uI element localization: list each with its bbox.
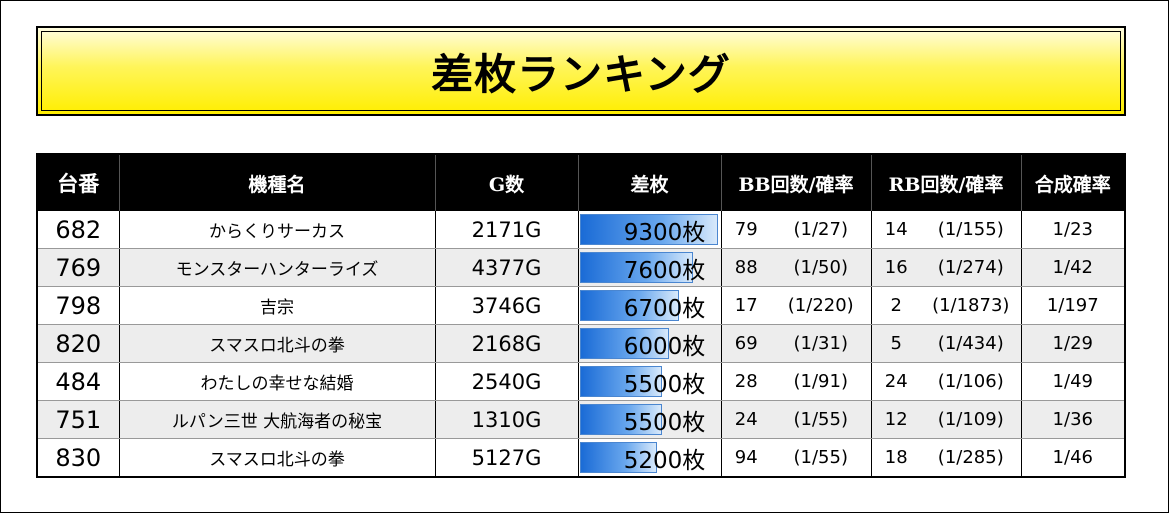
header-bb: BB回数/確率 [720, 154, 871, 211]
game-count: 2171G [435, 211, 579, 249]
rb-count: 14 [871, 211, 921, 249]
page-title: 差枚ランキング [431, 49, 731, 99]
machine-name: わたしの幸せな結婚 [119, 362, 436, 401]
diff-value: 6700枚 [623, 295, 706, 322]
machine-name: モンスターハンターライズ [119, 248, 436, 287]
header-name: 機種名 [118, 154, 435, 211]
machine-number: 751 [37, 400, 120, 439]
diff-value: 7600枚 [623, 257, 706, 284]
diff-cell: 5200枚 [578, 438, 722, 478]
combined-probability: 1/36 [1021, 400, 1126, 439]
rb-count: 2 [871, 286, 921, 325]
bb-probability: (1/220) [771, 286, 872, 325]
diff-value: 5500枚 [623, 371, 706, 398]
rb-probability: (1/155) [921, 211, 1022, 249]
diff-bar [579, 252, 693, 283]
combined-probability: 1/29 [1021, 324, 1126, 363]
header-total: 合成確率 [1020, 154, 1126, 211]
combined-probability: 1/23 [1021, 211, 1126, 249]
header-row: 台番 機種名 G数 差枚 BB回数/確率 RB回数/確率 合成確率 [37, 154, 1126, 211]
header-rb: RB回数/確率 [870, 154, 1022, 211]
rb-count: 24 [871, 362, 921, 401]
game-count: 2168G [435, 324, 579, 363]
diff-bar [579, 404, 662, 435]
rb-probability: (1/434) [921, 324, 1022, 363]
machine-number: 798 [37, 286, 120, 325]
rb-count: 5 [871, 324, 921, 363]
bb-probability: (1/91) [771, 362, 872, 401]
bb-count: 94 [721, 438, 771, 478]
diff-value: 6000枚 [623, 333, 706, 360]
bb-count: 17 [721, 286, 771, 325]
bb-probability: (1/55) [771, 438, 872, 478]
bb-count: 79 [721, 211, 771, 249]
bb-probability: (1/31) [771, 324, 872, 363]
rb-count: 16 [871, 248, 921, 287]
bb-count: 24 [721, 400, 771, 439]
ranking-table: 台番 機種名 G数 差枚 BB回数/確率 RB回数/確率 合成確率 682 から… [36, 153, 1127, 478]
diff-cell: 7600枚 [578, 248, 722, 287]
title-inner-border [41, 31, 1121, 111]
machine-name: スマスロ北斗の拳 [119, 324, 436, 363]
header-id: 台番 [37, 154, 119, 211]
rb-probability: (1/106) [921, 362, 1022, 401]
diff-bar [579, 214, 718, 245]
game-count: 5127G [435, 438, 579, 478]
header-diff: 差枚 [577, 154, 721, 211]
machine-number: 484 [37, 362, 120, 401]
machine-number: 769 [37, 248, 120, 287]
diff-bar [579, 442, 657, 473]
header-games: G数 [434, 154, 578, 211]
title-banner: 差枚ランキング [36, 26, 1126, 116]
table-row: 682 からくりサーカス 2171G 9300枚 79 (1/27) 14 (1… [37, 211, 1126, 249]
machine-name: ルパン三世 大航海者の秘宝 [119, 400, 436, 439]
table-row: 820 スマスロ北斗の拳 2168G 6000枚 69 (1/31) 5 (1/… [37, 324, 1126, 363]
diff-bar [579, 366, 662, 397]
bb-probability: (1/55) [771, 400, 872, 439]
machine-name: スマスロ北斗の拳 [119, 438, 436, 478]
rb-count: 18 [871, 438, 921, 478]
table-row: 484 わたしの幸せな結婚 2540G 5500枚 28 (1/91) 24 (… [37, 362, 1126, 401]
table-row: 751 ルパン三世 大航海者の秘宝 1310G 5500枚 24 (1/55) … [37, 400, 1126, 439]
diff-cell: 9300枚 [578, 211, 722, 249]
diff-bar [579, 328, 669, 359]
bb-count: 28 [721, 362, 771, 401]
bb-count: 69 [721, 324, 771, 363]
table-row: 798 吉宗 3746G 6700枚 17 (1/220) 2 (1/1873)… [37, 286, 1126, 325]
rb-probability: (1/1873) [921, 286, 1022, 325]
table-row: 769 モンスターハンターライズ 4377G 7600枚 88 (1/50) 1… [37, 248, 1126, 287]
diff-bar [579, 290, 679, 321]
diff-cell: 5500枚 [578, 362, 722, 401]
game-count: 1310G [435, 400, 579, 439]
machine-name: 吉宗 [119, 286, 436, 325]
diff-value: 5500枚 [623, 409, 706, 436]
machine-number: 682 [37, 211, 120, 249]
bb-probability: (1/27) [771, 211, 872, 249]
diff-cell: 6700枚 [578, 286, 722, 325]
rb-probability: (1/109) [921, 400, 1022, 439]
diff-value: 5200枚 [623, 447, 706, 474]
table-row: 830 スマスロ北斗の拳 5127G 5200枚 94 (1/55) 18 (1… [37, 438, 1126, 478]
game-count: 3746G [435, 286, 579, 325]
diff-value: 9300枚 [623, 219, 706, 246]
diff-cell: 5500枚 [578, 400, 722, 439]
combined-probability: 1/197 [1021, 286, 1126, 325]
bb-count: 88 [721, 248, 771, 287]
machine-name: からくりサーカス [119, 211, 436, 249]
rb-count: 12 [871, 400, 921, 439]
combined-probability: 1/49 [1021, 362, 1126, 401]
game-count: 4377G [435, 248, 579, 287]
game-count: 2540G [435, 362, 579, 401]
combined-probability: 1/42 [1021, 248, 1126, 287]
rb-probability: (1/274) [921, 248, 1022, 287]
diff-cell: 6000枚 [578, 324, 722, 363]
bb-probability: (1/50) [771, 248, 872, 287]
combined-probability: 1/46 [1021, 438, 1126, 478]
machine-number: 830 [37, 438, 120, 478]
rb-probability: (1/285) [921, 438, 1022, 478]
machine-number: 820 [37, 324, 120, 363]
